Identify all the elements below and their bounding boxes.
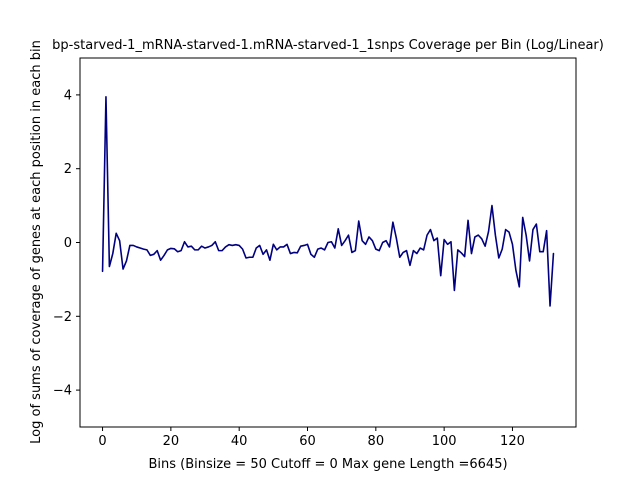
- x-tick-label: 40: [231, 434, 248, 449]
- y-tick-label: 2: [64, 162, 72, 177]
- x-tick-label: 20: [163, 434, 180, 449]
- y-tick-label: 4: [64, 88, 72, 103]
- x-tick-label: 100: [432, 434, 457, 449]
- x-tick-label: 0: [98, 434, 106, 449]
- y-tick-label: −4: [53, 384, 72, 399]
- x-tick-label: 60: [299, 434, 316, 449]
- x-axis-label: Bins (Binsize = 50 Cutoff = 0 Max gene L…: [148, 457, 507, 472]
- y-axis-label: Log of sums of coverage of genes at each…: [29, 40, 44, 444]
- plot-line-layer: [101, 95, 555, 307]
- y-axis-ticks: −4 −2 0 2 4: [53, 88, 80, 399]
- y-tick-label: −2: [53, 310, 72, 325]
- x-tick-label: 120: [500, 434, 525, 449]
- x-axis-ticks: 0 20 40 60 80 100 120: [98, 427, 525, 449]
- x-tick-label: 80: [368, 434, 385, 449]
- chart-title: bp-starved-1_mRNA-starved-1.mRNA-starved…: [52, 38, 604, 53]
- y-tick-label: 0: [64, 236, 72, 251]
- series-line-0: [101, 95, 555, 307]
